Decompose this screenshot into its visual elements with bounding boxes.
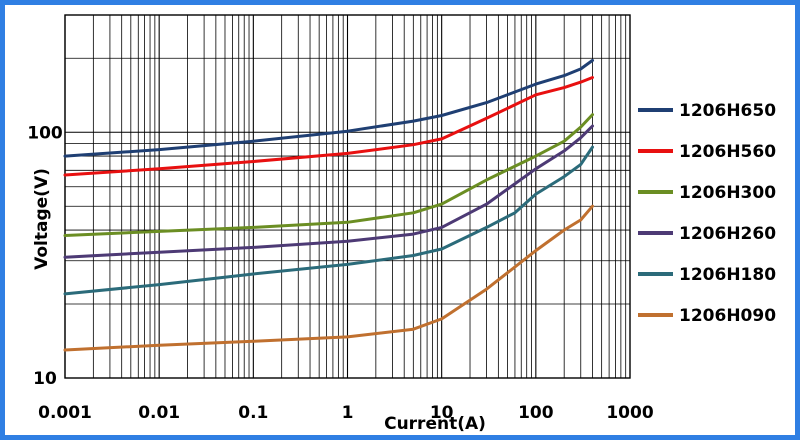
series-line [63, 145, 594, 296]
x-tick-label: 10 [430, 403, 454, 423]
series-line [63, 204, 594, 352]
x-axis-label: Current(A) [384, 414, 486, 434]
x-tick-label: 0.001 [38, 403, 92, 423]
plot-border [64, 14, 631, 379]
tick-labels: 0.001 0.01 0.1 1 10 100 1000 10 100 [27, 123, 654, 423]
x-tick-label: 1 [342, 403, 354, 423]
x-tick-label: 0.01 [138, 403, 180, 423]
legend-label: 1206H180 [679, 265, 776, 285]
x-tick-label: 0.1 [238, 403, 268, 423]
chart-canvas: 0.001 0.01 0.1 1 10 100 1000 10 100 Current(A) V… [27, 14, 776, 434]
y-axis-label: Voltage(V) [32, 168, 52, 270]
legend: 1206H650 1206H560 1206H300 1206H260 1206H180… [638, 101, 776, 326]
series-line [63, 113, 594, 237]
legend-label: 1206H560 [679, 142, 776, 162]
legend-label: 1206H300 [679, 183, 776, 203]
legend-label: 1206H260 [679, 224, 776, 244]
series-line [63, 58, 594, 158]
series-line [63, 76, 594, 177]
legend-label: 1206H650 [679, 101, 776, 121]
legend-label: 1206H090 [679, 306, 776, 326]
x-tick-label: 1000 [606, 403, 653, 423]
series-line [63, 124, 594, 259]
y-tick-label: 10 [33, 369, 57, 389]
y-tick-label: 100 [27, 123, 63, 143]
series-group [63, 58, 594, 352]
x-tick-label: 100 [518, 403, 554, 423]
